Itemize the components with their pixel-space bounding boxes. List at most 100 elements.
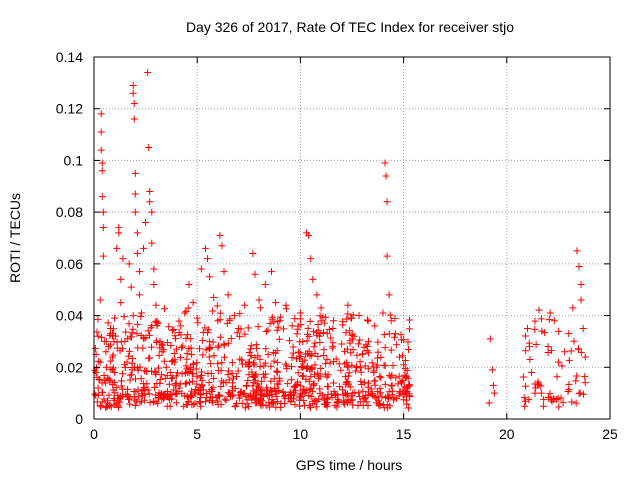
data-point [383, 198, 391, 206]
data-point [230, 312, 238, 320]
data-point [144, 327, 152, 335]
data-point [287, 397, 295, 405]
data-point [392, 374, 400, 382]
data-point [98, 193, 106, 201]
data-point [161, 390, 169, 398]
data-point [400, 383, 408, 391]
data-point [402, 373, 410, 381]
data-point [217, 401, 225, 409]
data-point [185, 345, 193, 353]
data-point [369, 392, 377, 400]
data-point [131, 402, 139, 410]
data-point [209, 338, 217, 346]
grid [94, 57, 610, 419]
data-point [102, 348, 110, 356]
data-point [356, 336, 364, 344]
data-point [137, 312, 145, 320]
data-point [377, 389, 385, 397]
data-point [365, 349, 373, 357]
data-point [129, 81, 137, 89]
y-tick-label: 0.04 [56, 308, 83, 324]
data-point [388, 391, 396, 399]
data-point [179, 342, 187, 350]
data-point [297, 352, 305, 360]
data-point [395, 353, 403, 361]
data-point [233, 400, 241, 408]
data-point [545, 316, 553, 324]
data-point [192, 386, 200, 394]
data-point [270, 357, 278, 365]
data-point [305, 377, 313, 385]
y-tick-label: 0.02 [56, 359, 83, 375]
data-point [550, 317, 558, 325]
data-point [181, 309, 189, 317]
data-point [222, 396, 230, 404]
data-point [142, 334, 150, 342]
data-point [224, 371, 232, 379]
data-point [385, 371, 393, 379]
data-point [379, 309, 387, 317]
data-point [312, 403, 320, 411]
data-point [388, 381, 396, 389]
data-point [368, 359, 376, 367]
data-point [113, 244, 121, 252]
data-point [153, 322, 161, 330]
data-points [91, 69, 589, 412]
data-point [213, 397, 221, 405]
data-point [287, 362, 295, 370]
data-point [259, 370, 267, 378]
data-point [247, 342, 255, 350]
data-point [326, 359, 334, 367]
data-point [251, 399, 259, 407]
data-point [175, 328, 183, 336]
data-point [106, 377, 114, 385]
data-point [247, 392, 255, 400]
data-point [121, 361, 129, 369]
data-point [112, 399, 120, 407]
data-point [376, 399, 384, 407]
data-point [294, 378, 302, 386]
data-point [166, 368, 174, 376]
data-point [189, 377, 197, 385]
data-point [303, 337, 311, 345]
data-point [386, 402, 394, 410]
data-point [567, 347, 575, 355]
data-point [175, 317, 183, 325]
data-point [345, 369, 353, 377]
data-point [298, 372, 306, 380]
data-point [253, 380, 261, 388]
data-point [374, 348, 382, 356]
data-point [117, 338, 125, 346]
data-point [150, 397, 158, 405]
data-point [489, 381, 497, 389]
data-point [251, 361, 259, 369]
data-point [274, 323, 282, 331]
data-point [253, 344, 261, 352]
data-point [282, 305, 290, 313]
data-point [380, 404, 388, 412]
data-point [262, 401, 270, 409]
data-point [187, 392, 195, 400]
data-point [188, 387, 196, 395]
data-point [160, 357, 168, 365]
data-point [168, 326, 176, 334]
data-point [158, 340, 166, 348]
data-point [490, 389, 498, 397]
data-point [359, 350, 367, 358]
data-point [316, 338, 324, 346]
data-point [370, 377, 378, 385]
data-point [235, 391, 243, 399]
data-point [218, 242, 226, 250]
data-point [217, 367, 225, 375]
data-point [126, 400, 134, 408]
data-point [573, 372, 581, 380]
data-point [183, 350, 191, 358]
data-point [102, 404, 110, 412]
data-point [363, 343, 371, 351]
y-tick-label: 0.14 [56, 49, 83, 65]
data-point [329, 325, 337, 333]
data-point [340, 400, 348, 408]
data-point [170, 350, 178, 358]
data-point [222, 378, 230, 386]
data-point [281, 394, 289, 402]
